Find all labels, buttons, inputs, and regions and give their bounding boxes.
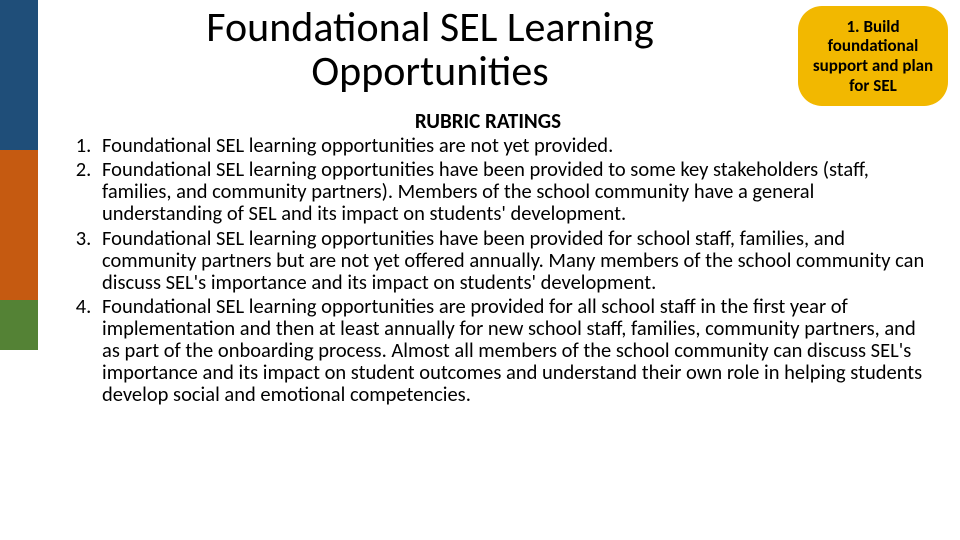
sidebar-segment-orange (0, 150, 38, 300)
sidebar-segment-green (0, 300, 38, 350)
focus-area-badge-text: 1. Build foundational support and plan f… (808, 17, 938, 95)
left-color-bar (0, 0, 38, 540)
sidebar-segment-blank (0, 350, 38, 540)
rubric-item: Foundational SEL learning opportunities … (96, 227, 932, 293)
rubric-subheading: RUBRIC RATINGS (48, 108, 928, 134)
focus-area-badge: 1. Build foundational support and plan f… (798, 6, 948, 106)
rubric-item: Foundational SEL learning opportunities … (96, 134, 932, 156)
rubric-list: Foundational SEL learning opportunities … (52, 134, 932, 408)
rubric-item: Foundational SEL learning opportunities … (96, 158, 932, 224)
sidebar-segment-blue (0, 0, 38, 150)
rubric-item: Foundational SEL learning opportunities … (96, 295, 932, 406)
slide-title: Foundational SEL Learning Opportunities (150, 6, 710, 94)
